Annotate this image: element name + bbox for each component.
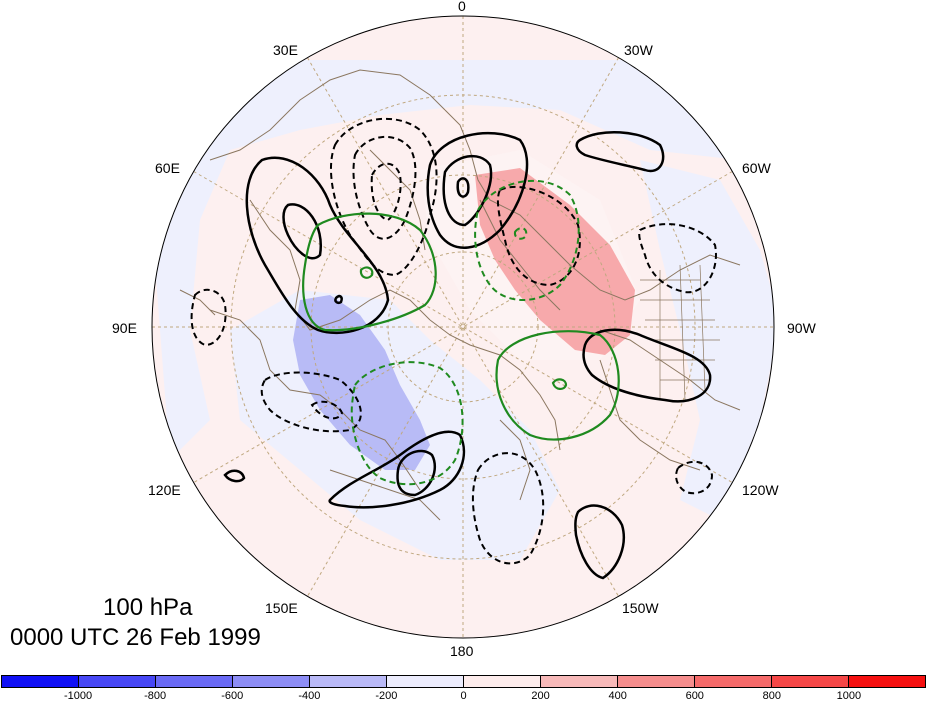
colorbar-tick-label: -1000 <box>64 690 93 702</box>
lon-label-150e: 150E <box>265 600 298 616</box>
black-solid-contours <box>223 131 712 580</box>
colorbar-segment <box>2 676 79 687</box>
lon-label-90e: 90E <box>112 320 137 336</box>
colorbar-segment <box>618 676 695 687</box>
black-dashed-contours <box>190 117 717 565</box>
lon-label-60w: 60W <box>742 160 771 176</box>
lon-label-180: 180 <box>450 643 474 659</box>
lon-label-30w: 30W <box>624 42 653 58</box>
colorbar-segment <box>464 676 541 687</box>
colorbar-tick-label: 200 <box>531 690 550 702</box>
colorbar-segment <box>233 676 310 687</box>
negative-anomaly-shading <box>293 295 430 470</box>
lon-label-90w: 90W <box>787 320 816 336</box>
colorbar-segment <box>79 676 156 687</box>
green-dashed-contours <box>350 179 580 486</box>
colorbar-segment <box>310 676 387 687</box>
colorbar-tick-label: 0 <box>460 690 467 702</box>
lon-label-120w: 120W <box>742 482 779 498</box>
green-solid-contours <box>302 212 620 441</box>
lon-label-60e: 60E <box>155 160 180 176</box>
lon-label-30e: 30E <box>273 42 298 58</box>
colorbar-tick-label: -600 <box>221 690 244 702</box>
colorbar-segment <box>387 676 464 687</box>
lon-label-150w: 150W <box>622 600 659 616</box>
colorbar <box>1 675 926 688</box>
valid-time-title: 0000 UTC 26 Feb 1999 <box>10 624 261 651</box>
colorbar-tick-label: 1000 <box>836 690 862 702</box>
colorbar-tick-label: -200 <box>375 690 398 702</box>
coastlines <box>179 69 741 521</box>
colorbar-segment <box>772 676 849 687</box>
colorbar-segment <box>156 676 233 687</box>
lon-label-120e: 120E <box>148 482 181 498</box>
colorbar-tick-label: 800 <box>762 690 782 702</box>
map-boundary <box>151 15 775 639</box>
colorbar-tick-label: 600 <box>685 690 704 702</box>
polar-stereographic-map <box>151 15 775 639</box>
colorbar-tick-label: 400 <box>608 690 627 702</box>
political-boundaries <box>640 264 720 401</box>
pressure-level-title: 100 hPa <box>103 594 193 621</box>
colorbar-tick-label: -400 <box>298 690 321 702</box>
positive-anomaly-shading <box>475 168 635 355</box>
colorbar-segment <box>695 676 772 687</box>
colorbar-tick-label: -800 <box>144 690 167 702</box>
colorbar-segment <box>849 676 925 687</box>
colorbar-segment <box>541 676 618 687</box>
lon-label-0: 0 <box>458 0 466 14</box>
